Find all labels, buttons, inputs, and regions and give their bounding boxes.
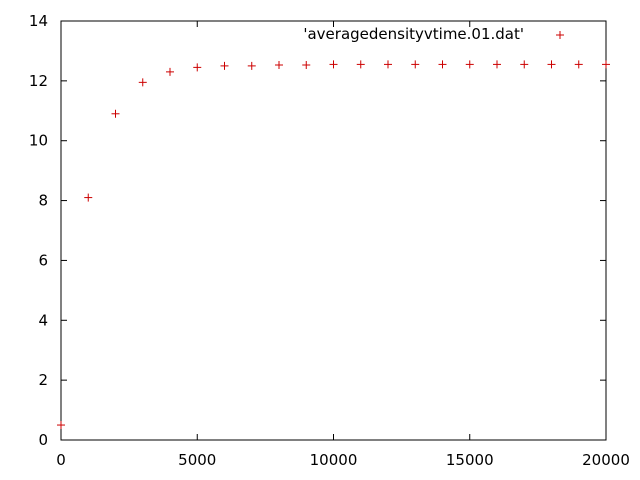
y-tick-label: 6: [38, 251, 48, 269]
legend-marker: [556, 31, 564, 39]
data-point: [275, 60, 283, 69]
y-tick-label: 14: [29, 12, 48, 30]
data-point: [356, 60, 365, 69]
x-tick-label: 0: [56, 451, 66, 469]
y-tick-label: 10: [29, 132, 48, 150]
data-point: [166, 67, 174, 76]
data-point: [411, 60, 420, 69]
data-point: [84, 193, 93, 202]
tick-labels: 0 5000 10000 15000 20000 0 2 4 6 8 10 12 14: [29, 12, 630, 469]
x-tick-label: 5000: [178, 451, 216, 469]
x-tick-label: 10000: [310, 451, 358, 469]
y-tick-label: 4: [38, 311, 48, 329]
data-point: [138, 78, 147, 87]
data-point: [547, 60, 556, 69]
plot-frame: [60, 20, 607, 441]
data-point: [493, 60, 501, 69]
x-tick-label: 20000: [582, 451, 630, 469]
legend: 'averagedensityvtime.01.dat': [303, 25, 564, 43]
data-point: [465, 60, 474, 69]
legend-marker-symbol: [556, 31, 564, 39]
data-point: [520, 60, 529, 69]
x-tick-label: 15000: [446, 451, 494, 469]
data-point: [220, 61, 229, 70]
data-point: [384, 60, 392, 69]
legend-label: 'averagedensityvtime.01.dat': [303, 25, 524, 43]
y-tick-label: 0: [38, 431, 48, 449]
y-tick-label: 12: [29, 72, 48, 90]
data-point: [329, 60, 338, 69]
y-tick-label: 2: [38, 371, 48, 389]
data-point: [602, 60, 610, 69]
data-point: [193, 63, 202, 72]
data-point: [247, 61, 256, 70]
data-point: [574, 60, 583, 69]
data-point: [57, 421, 65, 430]
data-point: [302, 60, 311, 69]
data-point: [438, 60, 447, 69]
data-point: [111, 109, 120, 118]
y-tick-label: 8: [38, 192, 48, 210]
data-points: [57, 60, 610, 430]
